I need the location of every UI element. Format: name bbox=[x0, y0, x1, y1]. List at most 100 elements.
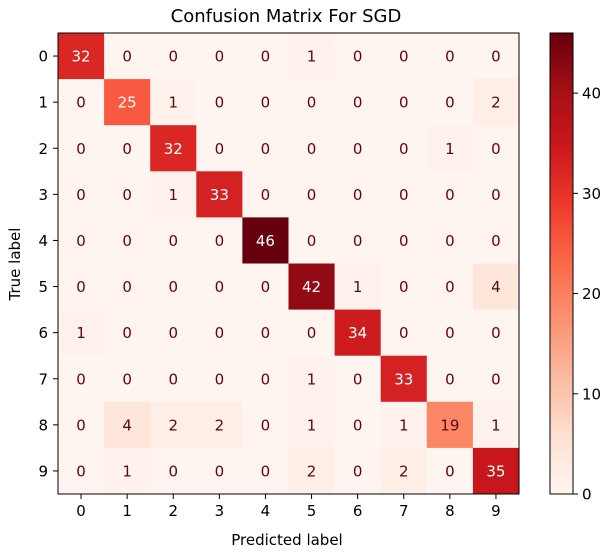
cell-value-label: 0 bbox=[491, 232, 501, 250]
heatmap-cell bbox=[288, 309, 336, 357]
colorbar-tick-label: 0 bbox=[582, 486, 592, 504]
cell-value-label: 1 bbox=[307, 370, 317, 388]
cell-value-label: 1 bbox=[168, 94, 178, 112]
heatmap-cell bbox=[380, 309, 428, 357]
cell-value-label: 1 bbox=[122, 462, 132, 480]
heatmap-cell bbox=[58, 33, 105, 80]
cell-value-label: 25 bbox=[118, 94, 137, 112]
cell-value-label: 0 bbox=[353, 48, 363, 66]
cell-value-label: 32 bbox=[164, 140, 183, 158]
chart-title: Confusion Matrix For SGD bbox=[171, 6, 402, 27]
heatmap-cell bbox=[472, 79, 520, 126]
cell-value-label: 33 bbox=[210, 186, 229, 204]
cell-value-label: 1 bbox=[353, 278, 363, 296]
heatmap-cell bbox=[334, 355, 382, 403]
heatmap-cell bbox=[334, 171, 382, 218]
cell-value-label: 0 bbox=[215, 232, 225, 250]
heatmap-cell bbox=[380, 401, 428, 449]
heatmap-cell bbox=[472, 355, 520, 403]
heatmap-cell bbox=[150, 355, 197, 403]
heatmap-cell bbox=[472, 309, 520, 357]
heatmap-cell bbox=[334, 79, 382, 126]
heatmap-cell bbox=[104, 79, 151, 126]
heatmap-cell bbox=[472, 401, 520, 449]
heatmap-cell bbox=[196, 125, 243, 172]
cell-value-label: 0 bbox=[445, 232, 455, 250]
cell-value-label: 1 bbox=[307, 416, 317, 434]
x-tick-label: 4 bbox=[261, 502, 271, 520]
y-tick-label: 3 bbox=[38, 186, 48, 204]
cell-value-label: 0 bbox=[215, 94, 225, 112]
heatmap-cell bbox=[58, 171, 105, 218]
heatmap-cell bbox=[426, 171, 474, 218]
heatmap-cell bbox=[426, 79, 474, 126]
cell-value-label: 0 bbox=[261, 140, 271, 158]
heatmap-cell bbox=[58, 263, 105, 311]
cell-value-label: 0 bbox=[353, 370, 363, 388]
heatmap-cell bbox=[288, 217, 336, 264]
cell-value-label: 0 bbox=[168, 324, 178, 342]
cell-value-label: 35 bbox=[486, 462, 505, 480]
y-tick-label: 4 bbox=[38, 232, 48, 250]
cell-value-label: 1 bbox=[307, 48, 317, 66]
heatmap-cell bbox=[150, 79, 197, 126]
cell-value-label: 33 bbox=[394, 370, 413, 388]
cell-value-label: 0 bbox=[445, 94, 455, 112]
heatmap-cell bbox=[472, 447, 520, 495]
cell-value-label: 0 bbox=[399, 140, 409, 158]
cell-value-label: 0 bbox=[76, 186, 86, 204]
heatmap-cell bbox=[288, 33, 336, 80]
heatmap-cell bbox=[196, 171, 243, 218]
cell-value-label: 0 bbox=[445, 324, 455, 342]
cell-value-label: 0 bbox=[353, 186, 363, 204]
heatmap-cell bbox=[242, 309, 289, 357]
heatmap-cell bbox=[288, 447, 336, 495]
heatmap-cell bbox=[104, 447, 151, 495]
heatmap-cell bbox=[242, 79, 289, 126]
cell-value-label: 1 bbox=[168, 186, 178, 204]
heatmap-cell bbox=[288, 263, 336, 311]
cell-value-label: 0 bbox=[353, 94, 363, 112]
cell-value-label: 0 bbox=[76, 140, 86, 158]
heatmap-cell bbox=[242, 401, 289, 449]
y-tick-label: 7 bbox=[38, 370, 48, 388]
cell-value-label: 42 bbox=[302, 278, 321, 296]
cell-value-label: 2 bbox=[491, 94, 501, 112]
heatmap-cell bbox=[196, 309, 243, 357]
heatmap-cell bbox=[150, 125, 197, 172]
heatmap-cell bbox=[58, 401, 105, 449]
heatmap-cell bbox=[426, 355, 474, 403]
heatmap-cell bbox=[150, 33, 197, 80]
cell-value-label: 34 bbox=[348, 324, 367, 342]
heatmap-cell bbox=[380, 79, 428, 126]
cell-value-label: 0 bbox=[307, 186, 317, 204]
heatmap-cell bbox=[334, 447, 382, 495]
heatmap-cell bbox=[150, 401, 197, 449]
cell-value-label: 0 bbox=[122, 186, 132, 204]
cell-value-label: 0 bbox=[445, 48, 455, 66]
cell-value-label: 0 bbox=[307, 324, 317, 342]
heatmap-cell bbox=[242, 355, 289, 403]
heatmap-cell bbox=[380, 33, 428, 80]
y-tick-label: 2 bbox=[38, 140, 48, 158]
cell-value-label: 0 bbox=[168, 278, 178, 296]
cell-value-label: 0 bbox=[307, 232, 317, 250]
heatmap-cell bbox=[334, 33, 382, 80]
cell-value-label: 4 bbox=[122, 416, 132, 434]
heatmap-cell bbox=[288, 79, 336, 126]
cell-value-label: 0 bbox=[215, 370, 225, 388]
cell-value-label: 0 bbox=[168, 462, 178, 480]
x-tick-label: 7 bbox=[399, 502, 409, 520]
colorbar bbox=[549, 32, 574, 495]
cell-value-label: 0 bbox=[307, 140, 317, 158]
heatmap-cell bbox=[104, 171, 151, 218]
heatmap-cell bbox=[472, 263, 520, 311]
heatmap-cell bbox=[288, 125, 336, 172]
cell-value-label: 2 bbox=[215, 416, 225, 434]
heatmap-cell bbox=[58, 125, 105, 172]
colorbar-tick-label: 40 bbox=[582, 85, 601, 103]
colorbar-tick-label: 20 bbox=[582, 285, 601, 303]
heatmap-cell bbox=[472, 171, 520, 218]
heatmap-cell bbox=[426, 447, 474, 495]
heatmap-cell bbox=[426, 263, 474, 311]
